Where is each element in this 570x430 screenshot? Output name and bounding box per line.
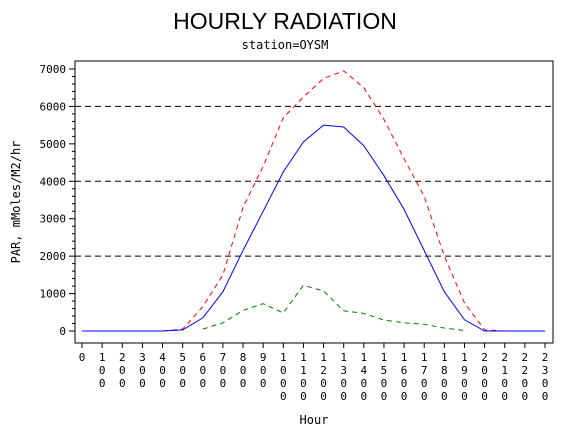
reference-lines	[75, 105, 553, 257]
series-line-2	[82, 124, 545, 332]
y-axis-label: PAR, mMoles/M2/hr	[9, 141, 23, 264]
series-group	[82, 70, 545, 332]
plot-frame	[74, 60, 554, 344]
y-tick-label-0: 0	[59, 325, 66, 338]
y-tick-label-5000: 5000	[40, 138, 67, 151]
series-line-3	[202, 284, 465, 332]
y-axis: 0 1000 2000 3000 4000 5000 6000 7000	[40, 63, 75, 338]
y-tick-label-4000: 4000	[40, 175, 67, 188]
y-tick-label-7000: 7000	[40, 63, 67, 76]
chart-title: HOURLY RADIATION	[173, 8, 397, 34]
x-axis: 0 1 0 0 2 0 0 3 0 0 4 0 0 5 0 0 6 0 0 7 0 0 8 0 0 9 0 0 1 0 0 0 1 1 0 0 1 2 0 0…	[79, 343, 549, 403]
chart-subtitle: station=OYSM	[242, 38, 329, 52]
y-tick-label-6000: 6000	[40, 100, 67, 113]
y-tick-label-1000: 1000	[40, 288, 67, 301]
series-line-1	[82, 70, 545, 332]
x-tick-label-0: 0	[79, 351, 86, 364]
y-tick-label-3000: 3000	[40, 213, 67, 226]
x-axis-label: Hour	[300, 413, 329, 427]
y-tick-label-2000: 2000	[40, 250, 67, 263]
